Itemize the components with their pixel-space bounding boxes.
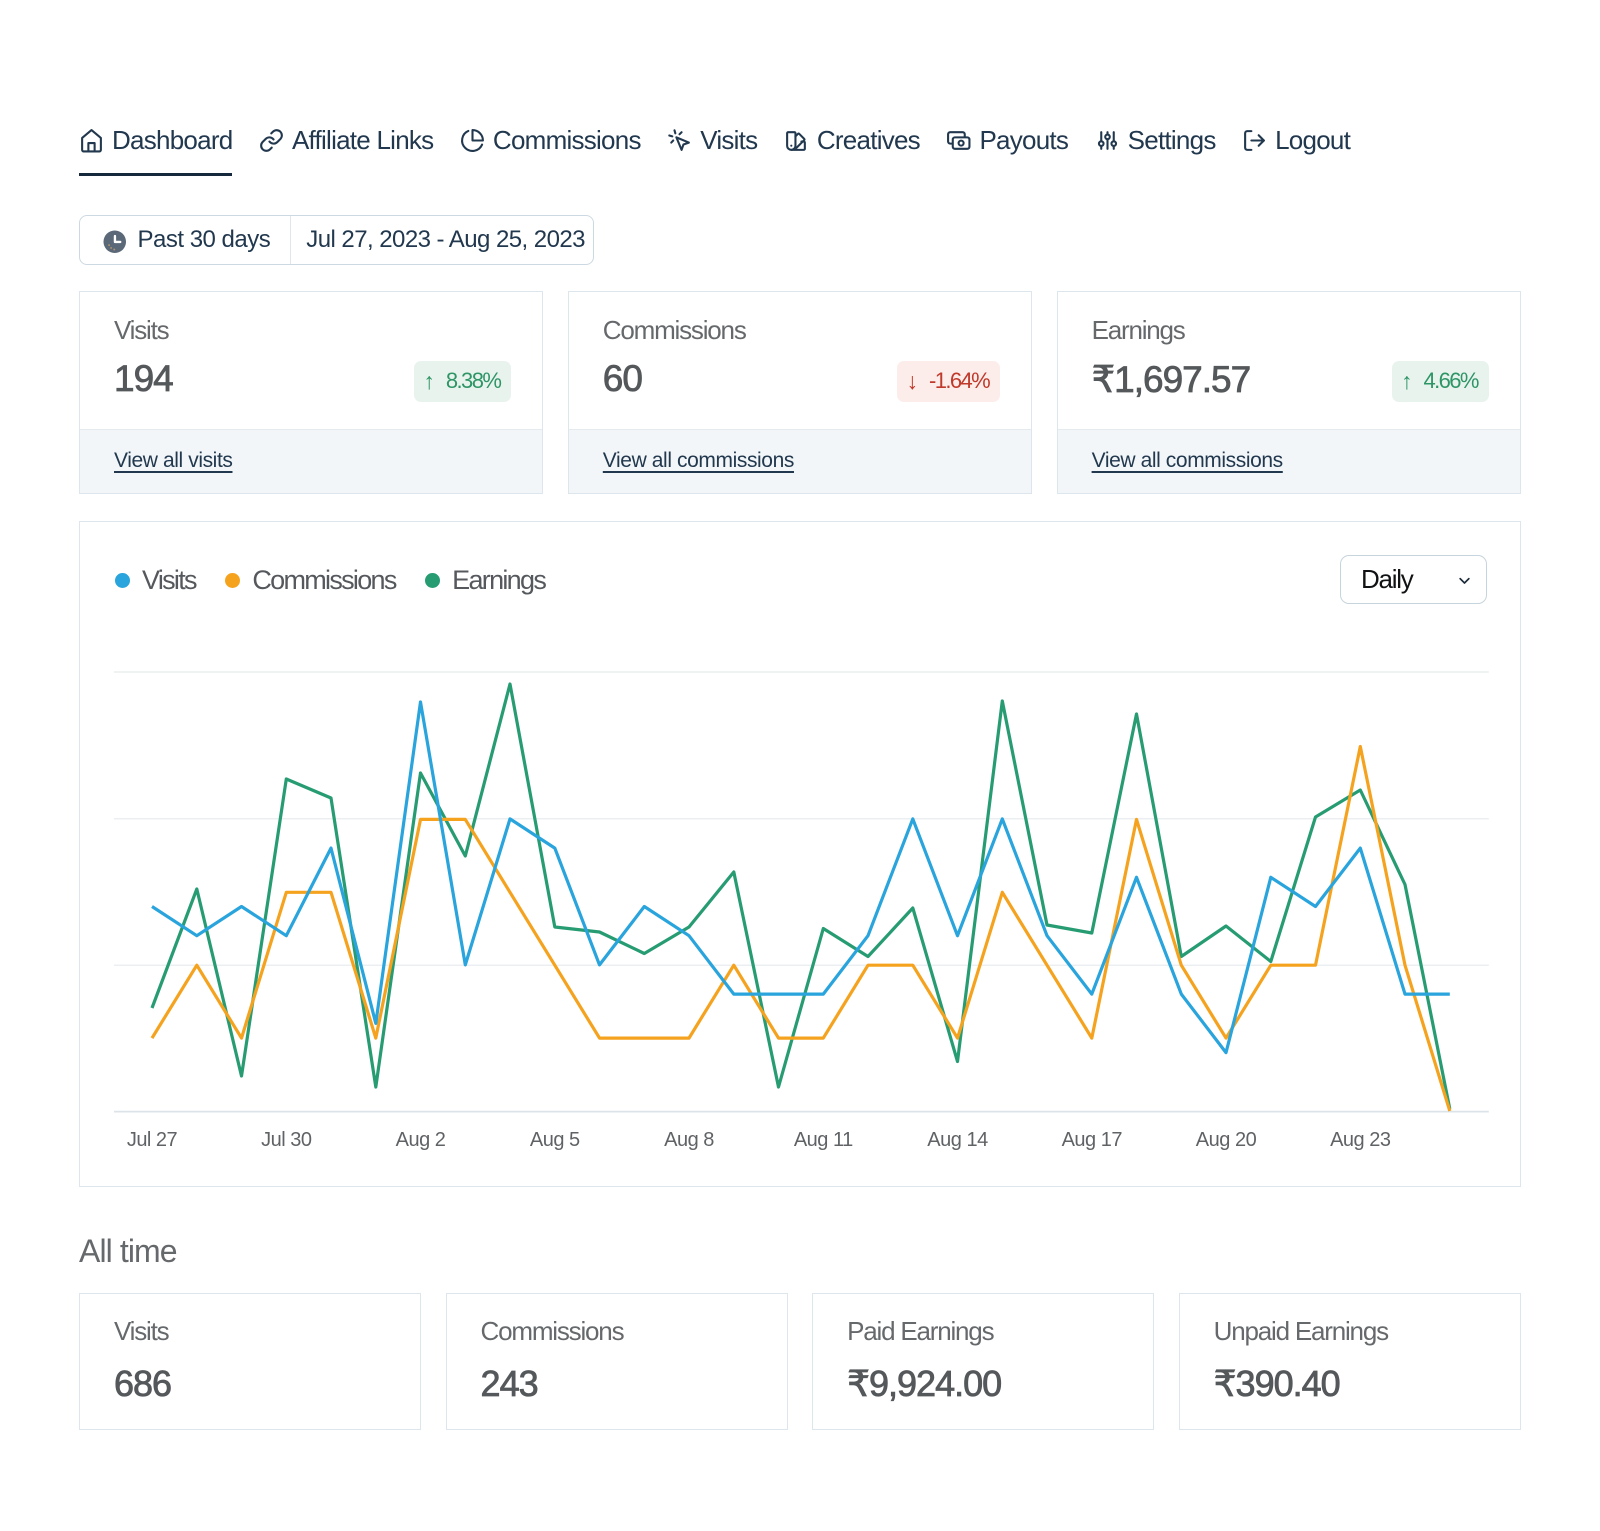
svg-text:Aug 8: Aug 8 (664, 1129, 714, 1151)
svg-text:Aug 17: Aug 17 (1062, 1129, 1123, 1151)
svg-text:Aug 11: Aug 11 (794, 1129, 853, 1151)
svg-text:Aug 5: Aug 5 (530, 1129, 580, 1151)
svg-text:Aug 2: Aug 2 (396, 1129, 446, 1151)
svg-text:Aug 14: Aug 14 (927, 1129, 988, 1151)
svg-text:Aug 20: Aug 20 (1196, 1129, 1257, 1151)
svg-text:Jul 30: Jul 30 (261, 1129, 312, 1151)
svg-text:Aug 23: Aug 23 (1330, 1129, 1391, 1151)
svg-text:Jul 27: Jul 27 (127, 1129, 178, 1151)
